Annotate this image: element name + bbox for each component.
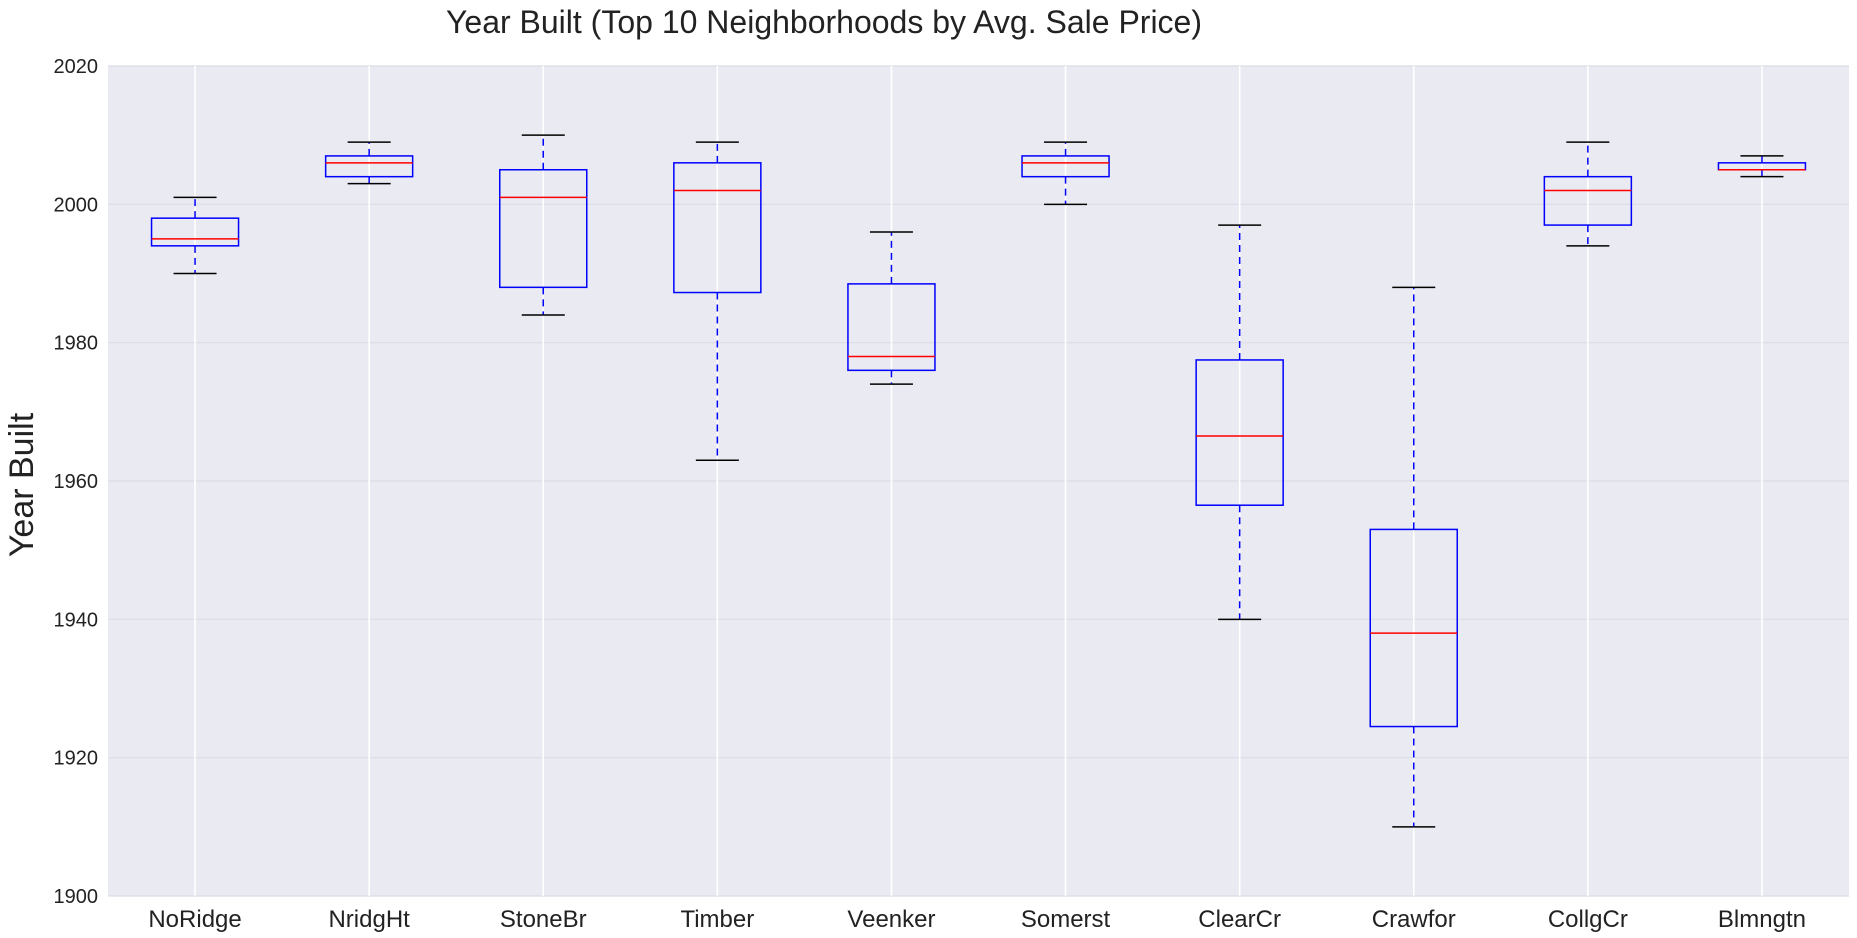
box-iqr <box>1543 175 1633 226</box>
box-iqr <box>1021 155 1110 178</box>
x-tick-label: Blmngtn <box>1718 906 1806 933</box>
boxes <box>150 134 1807 828</box>
box-blmngtn <box>1717 155 1807 178</box>
x-tick-label: ClearCr <box>1198 906 1281 933</box>
x-tick-label: NridgHt <box>328 906 410 933</box>
box-iqr <box>150 217 240 247</box>
y-tick-label: 1900 <box>54 886 99 908</box>
box-iqr <box>1369 528 1458 728</box>
y-axis-label: Year Built <box>3 412 41 557</box>
y-tick-label: 1940 <box>54 609 99 631</box>
x-tick-label: CollgCr <box>1548 906 1628 933</box>
box-somerst <box>1021 141 1110 206</box>
box-iqr <box>324 155 414 178</box>
box-iqr <box>499 169 588 289</box>
box-nridght <box>324 141 414 185</box>
y-tick-label: 1960 <box>54 471 99 493</box>
x-tick-label: Veenker <box>847 906 935 933</box>
x-tick-label: StoneBr <box>500 906 587 933</box>
box-iqr <box>1195 359 1284 506</box>
box-stonebr <box>499 134 588 316</box>
box-veenker <box>847 231 936 385</box>
x-tick-labels: NoRidge NridgHt StoneBr Timber Veenker Somers… <box>148 906 1806 933</box>
y-tick-label: 2000 <box>54 194 99 216</box>
box-iqr <box>847 283 936 372</box>
x-tick-label: NoRidge <box>148 906 241 933</box>
x-tick-label: Timber <box>680 906 754 933</box>
box-collgcr <box>1543 141 1633 247</box>
box-noridge <box>150 196 240 275</box>
box-clearcr <box>1195 224 1284 621</box>
x-tick-label: Crawfor <box>1372 906 1456 933</box>
box-timber <box>673 141 762 461</box>
y-tick-label: 1920 <box>54 748 99 770</box>
box-crawfor <box>1369 286 1458 828</box>
y-tick-label: 1980 <box>54 333 99 355</box>
x-tick-label: Somerst <box>1021 906 1111 933</box>
chart-title: Year Built (Top 10 Neighborhoods by Avg.… <box>446 4 1202 40</box>
y-tick-labels: 1900 1920 1940 1960 1980 2000 2020 <box>54 56 99 908</box>
y-tick-label: 2020 <box>54 56 99 78</box>
box-iqr <box>673 162 762 294</box>
